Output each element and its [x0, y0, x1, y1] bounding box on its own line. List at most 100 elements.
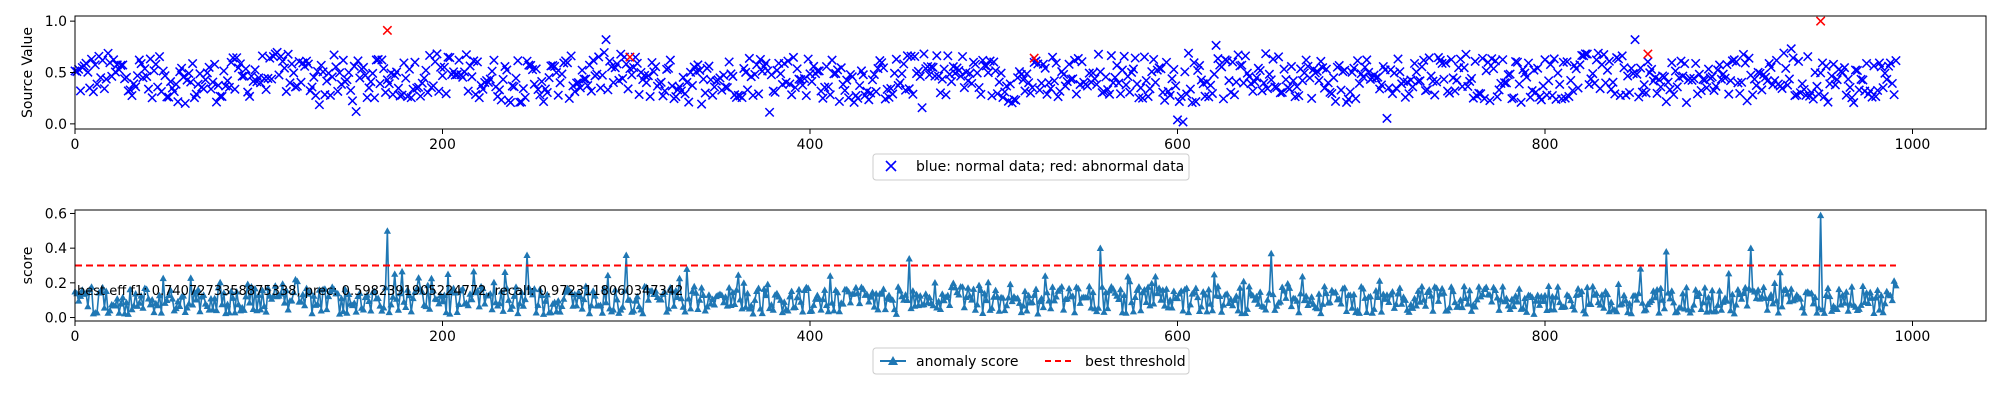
normal-point [1262, 83, 1273, 94]
normal-point [546, 61, 556, 71]
anomaly-score-marker [808, 307, 816, 314]
anomaly-score-marker [376, 302, 384, 309]
normal-point [1148, 54, 1159, 65]
normal-point [1663, 77, 1673, 87]
anomaly-score-marker [925, 293, 934, 301]
anomaly-score-marker [1486, 291, 1494, 298]
normal-point [1066, 74, 1076, 85]
anomaly-score-marker [150, 308, 158, 316]
anomaly-score-marker [1620, 291, 1628, 299]
anomaly-score-marker [1776, 268, 1784, 276]
normal-point [1762, 76, 1773, 86]
anomaly-score-marker [729, 288, 737, 296]
anomaly-score-marker [1166, 296, 1174, 303]
normal-point [1104, 89, 1115, 99]
anomaly-score-marker [1512, 292, 1520, 299]
anomaly-score-marker [1817, 211, 1825, 219]
normal-point [1130, 53, 1140, 63]
anomaly-score-marker [97, 288, 105, 295]
anomaly-score-marker [387, 300, 395, 308]
anomaly-score-marker [299, 290, 307, 298]
anomaly-score-marker [1168, 304, 1176, 311]
score-series-layer [71, 211, 1900, 317]
normal-point [1161, 57, 1172, 68]
anomaly-score-marker [1809, 299, 1817, 307]
anomaly-score-marker [181, 308, 189, 316]
normal-point [597, 70, 608, 80]
normal-point [125, 85, 135, 95]
normal-point [200, 75, 211, 85]
anomaly-score-marker [1317, 309, 1325, 317]
anomaly-score-marker [1131, 293, 1139, 301]
anomaly-score-marker [822, 301, 831, 308]
anomaly-score-marker [396, 289, 404, 297]
normal-point [913, 66, 924, 77]
normal-point [1707, 72, 1717, 82]
anomaly-score-marker [1230, 296, 1239, 303]
anomaly-score-marker [326, 287, 335, 295]
normal-point [208, 77, 218, 87]
anomaly-score-marker [308, 309, 316, 317]
anomaly-score-marker [1381, 295, 1389, 302]
anomaly-score-marker [922, 290, 930, 297]
normal-point [1045, 83, 1056, 94]
normal-point [1090, 74, 1100, 84]
normal-point [1747, 90, 1758, 100]
score-legend-label-anomaly: anomaly score [916, 354, 1018, 370]
normal-point [529, 79, 540, 89]
normal-point [1178, 117, 1188, 127]
anomaly-score-marker [1471, 302, 1479, 310]
anomaly-score-marker [194, 285, 202, 293]
normal-point [1027, 82, 1038, 93]
normal-point [494, 85, 505, 95]
anomaly-score-marker [536, 285, 544, 293]
normal-point [1430, 90, 1440, 100]
anomaly-score-marker [1398, 300, 1406, 307]
abnormal-point [625, 52, 635, 62]
normal-point [1418, 55, 1429, 65]
anomaly-score-marker [247, 282, 255, 290]
anomaly-score-marker [1613, 307, 1621, 315]
normal-point [1281, 74, 1291, 85]
anomaly-score-marker [367, 307, 375, 314]
anomaly-score-marker [1017, 308, 1025, 316]
normal-point [1207, 88, 1218, 99]
anomaly-score-marker [402, 303, 410, 311]
normal-point [959, 82, 970, 93]
anomaly-score-marker [905, 254, 913, 262]
anomaly-score-marker [1409, 304, 1417, 311]
anomaly-score-marker [166, 286, 175, 294]
normal-point [1564, 91, 1574, 102]
anomaly-score-marker [1232, 292, 1240, 299]
anomaly-score-marker [1690, 301, 1698, 308]
normal-point [1867, 92, 1877, 102]
anomaly-score-marker [479, 284, 487, 292]
anomaly-score-marker [1271, 306, 1279, 313]
normal-point [239, 71, 249, 81]
normal-point [184, 68, 194, 79]
normal-point [1235, 61, 1245, 71]
normal-point [397, 90, 407, 100]
normal-point [946, 76, 957, 87]
anomaly-score-marker [1197, 302, 1205, 310]
anomaly-score-marker [391, 270, 399, 277]
anomaly-score-marker [1502, 294, 1511, 302]
anomaly-score-marker [1708, 286, 1716, 294]
anomaly-score-marker [977, 286, 985, 294]
anomaly-score-marker [1219, 301, 1228, 308]
normal-point [318, 67, 328, 77]
normal-point [1481, 65, 1491, 76]
anomaly-score-marker [541, 297, 549, 304]
normal-point [1580, 49, 1591, 59]
score-y-ticks: 0.0 0.2 0.4 0.6 [45, 206, 75, 327]
normal-point [325, 90, 336, 101]
anomaly-score-marker [106, 306, 114, 314]
anomaly-score-marker [505, 296, 513, 303]
anomaly-score-marker [1600, 304, 1608, 311]
normal-point [1503, 70, 1513, 80]
anomaly-score-marker [1028, 298, 1036, 306]
normal-point [593, 52, 604, 62]
anomaly-score-marker [284, 306, 292, 313]
normal-point [276, 51, 286, 62]
normal-point [910, 51, 920, 62]
